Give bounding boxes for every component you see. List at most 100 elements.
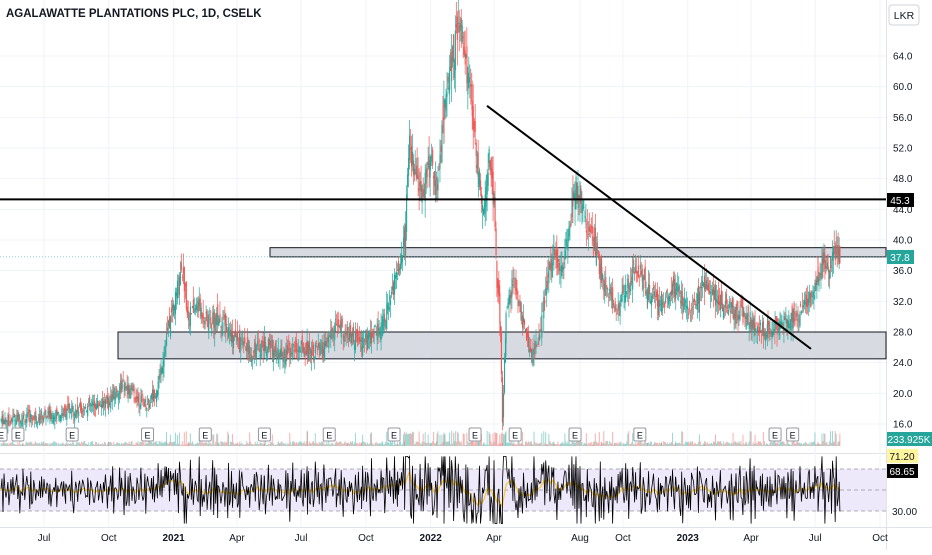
volume-bar	[17, 442, 19, 446]
candle	[601, 267, 603, 281]
volume-bar	[121, 442, 123, 446]
volume-bar	[350, 441, 352, 446]
volume-bar	[636, 442, 638, 446]
candle	[687, 306, 689, 310]
candle	[448, 87, 450, 92]
candle	[21, 420, 23, 426]
volume-bar	[242, 444, 244, 446]
candle	[183, 267, 185, 292]
volume-bar	[499, 443, 501, 446]
volume-bar	[623, 443, 625, 446]
candle	[645, 290, 647, 294]
volume-bar	[627, 433, 629, 446]
volume-bar	[218, 442, 220, 446]
volume-bar	[825, 442, 827, 446]
volume-bar	[783, 442, 785, 446]
volume-bar	[597, 442, 599, 446]
candle	[375, 332, 377, 334]
x-tick-label: Oct	[615, 533, 631, 544]
candle	[19, 418, 21, 424]
volume-bar	[411, 431, 413, 446]
volume-bar	[811, 442, 813, 446]
volume-bar	[469, 442, 471, 446]
candle	[172, 303, 175, 316]
currency-button[interactable]: LKR	[888, 4, 920, 26]
candle	[311, 346, 313, 347]
volume-bar	[823, 432, 825, 446]
volume-bar	[677, 442, 679, 446]
candle	[833, 246, 835, 258]
candle	[350, 333, 353, 343]
candle	[692, 307, 694, 309]
candle	[361, 345, 363, 351]
candle	[142, 399, 144, 401]
candle	[684, 298, 686, 307]
volume-bar	[735, 441, 737, 446]
volume-bar	[553, 443, 555, 446]
volume-bar	[707, 442, 709, 446]
candle	[618, 303, 620, 309]
volume-bar	[161, 441, 163, 446]
volume-bar	[574, 444, 576, 446]
candle	[205, 312, 207, 314]
volume-bar	[649, 443, 651, 446]
volume-bar	[630, 443, 632, 446]
candle	[524, 328, 527, 332]
candle	[590, 225, 592, 228]
volume-bar	[457, 433, 459, 446]
candle	[736, 301, 738, 310]
candle	[78, 411, 80, 416]
candle	[812, 291, 814, 297]
volume-bar	[729, 444, 731, 446]
volume-bar	[6, 443, 8, 446]
candle	[501, 418, 504, 423]
volume-bar	[338, 442, 340, 446]
volume-bar	[126, 443, 128, 446]
y-tick-label: 60.0	[893, 82, 913, 93]
volume-bar	[548, 433, 550, 446]
volume-bar	[761, 444, 763, 446]
candle	[390, 300, 392, 306]
candle	[462, 36, 464, 39]
volume-bar	[559, 444, 561, 446]
volume-bar	[67, 443, 69, 446]
candle	[11, 419, 13, 422]
volume-bar	[466, 432, 468, 446]
candle	[223, 315, 225, 318]
volume-bar	[130, 441, 132, 446]
candle	[416, 165, 418, 179]
volume-bar	[637, 441, 639, 446]
candle	[208, 322, 210, 334]
candle	[76, 409, 78, 414]
volume-bar	[482, 443, 484, 446]
volume-bar	[363, 441, 365, 446]
candle	[434, 171, 436, 187]
candle	[358, 337, 360, 342]
volume-bar	[3, 441, 5, 446]
volume-bar	[683, 444, 685, 446]
candle	[389, 296, 391, 301]
candle	[642, 276, 644, 290]
volume-bar	[220, 441, 222, 446]
volume-bar	[194, 443, 196, 446]
volume-bar	[259, 442, 261, 446]
volume-bar	[61, 443, 63, 446]
candle	[715, 299, 718, 302]
candle	[649, 284, 651, 295]
candle	[34, 414, 36, 420]
candle	[822, 252, 824, 265]
volume-bar	[178, 432, 180, 446]
volume-bar	[167, 443, 169, 446]
candle	[581, 204, 583, 214]
volume-bar	[760, 442, 762, 446]
candle	[370, 331, 372, 344]
volume-bar	[670, 443, 672, 446]
volume-bar	[347, 443, 349, 446]
volume-bar	[54, 441, 56, 446]
volume-bar	[285, 443, 287, 446]
volume-bar	[203, 442, 205, 446]
earnings-box	[141, 427, 155, 442]
volume-bar	[87, 444, 89, 446]
rsi-scale-label: 30.00	[892, 507, 917, 518]
